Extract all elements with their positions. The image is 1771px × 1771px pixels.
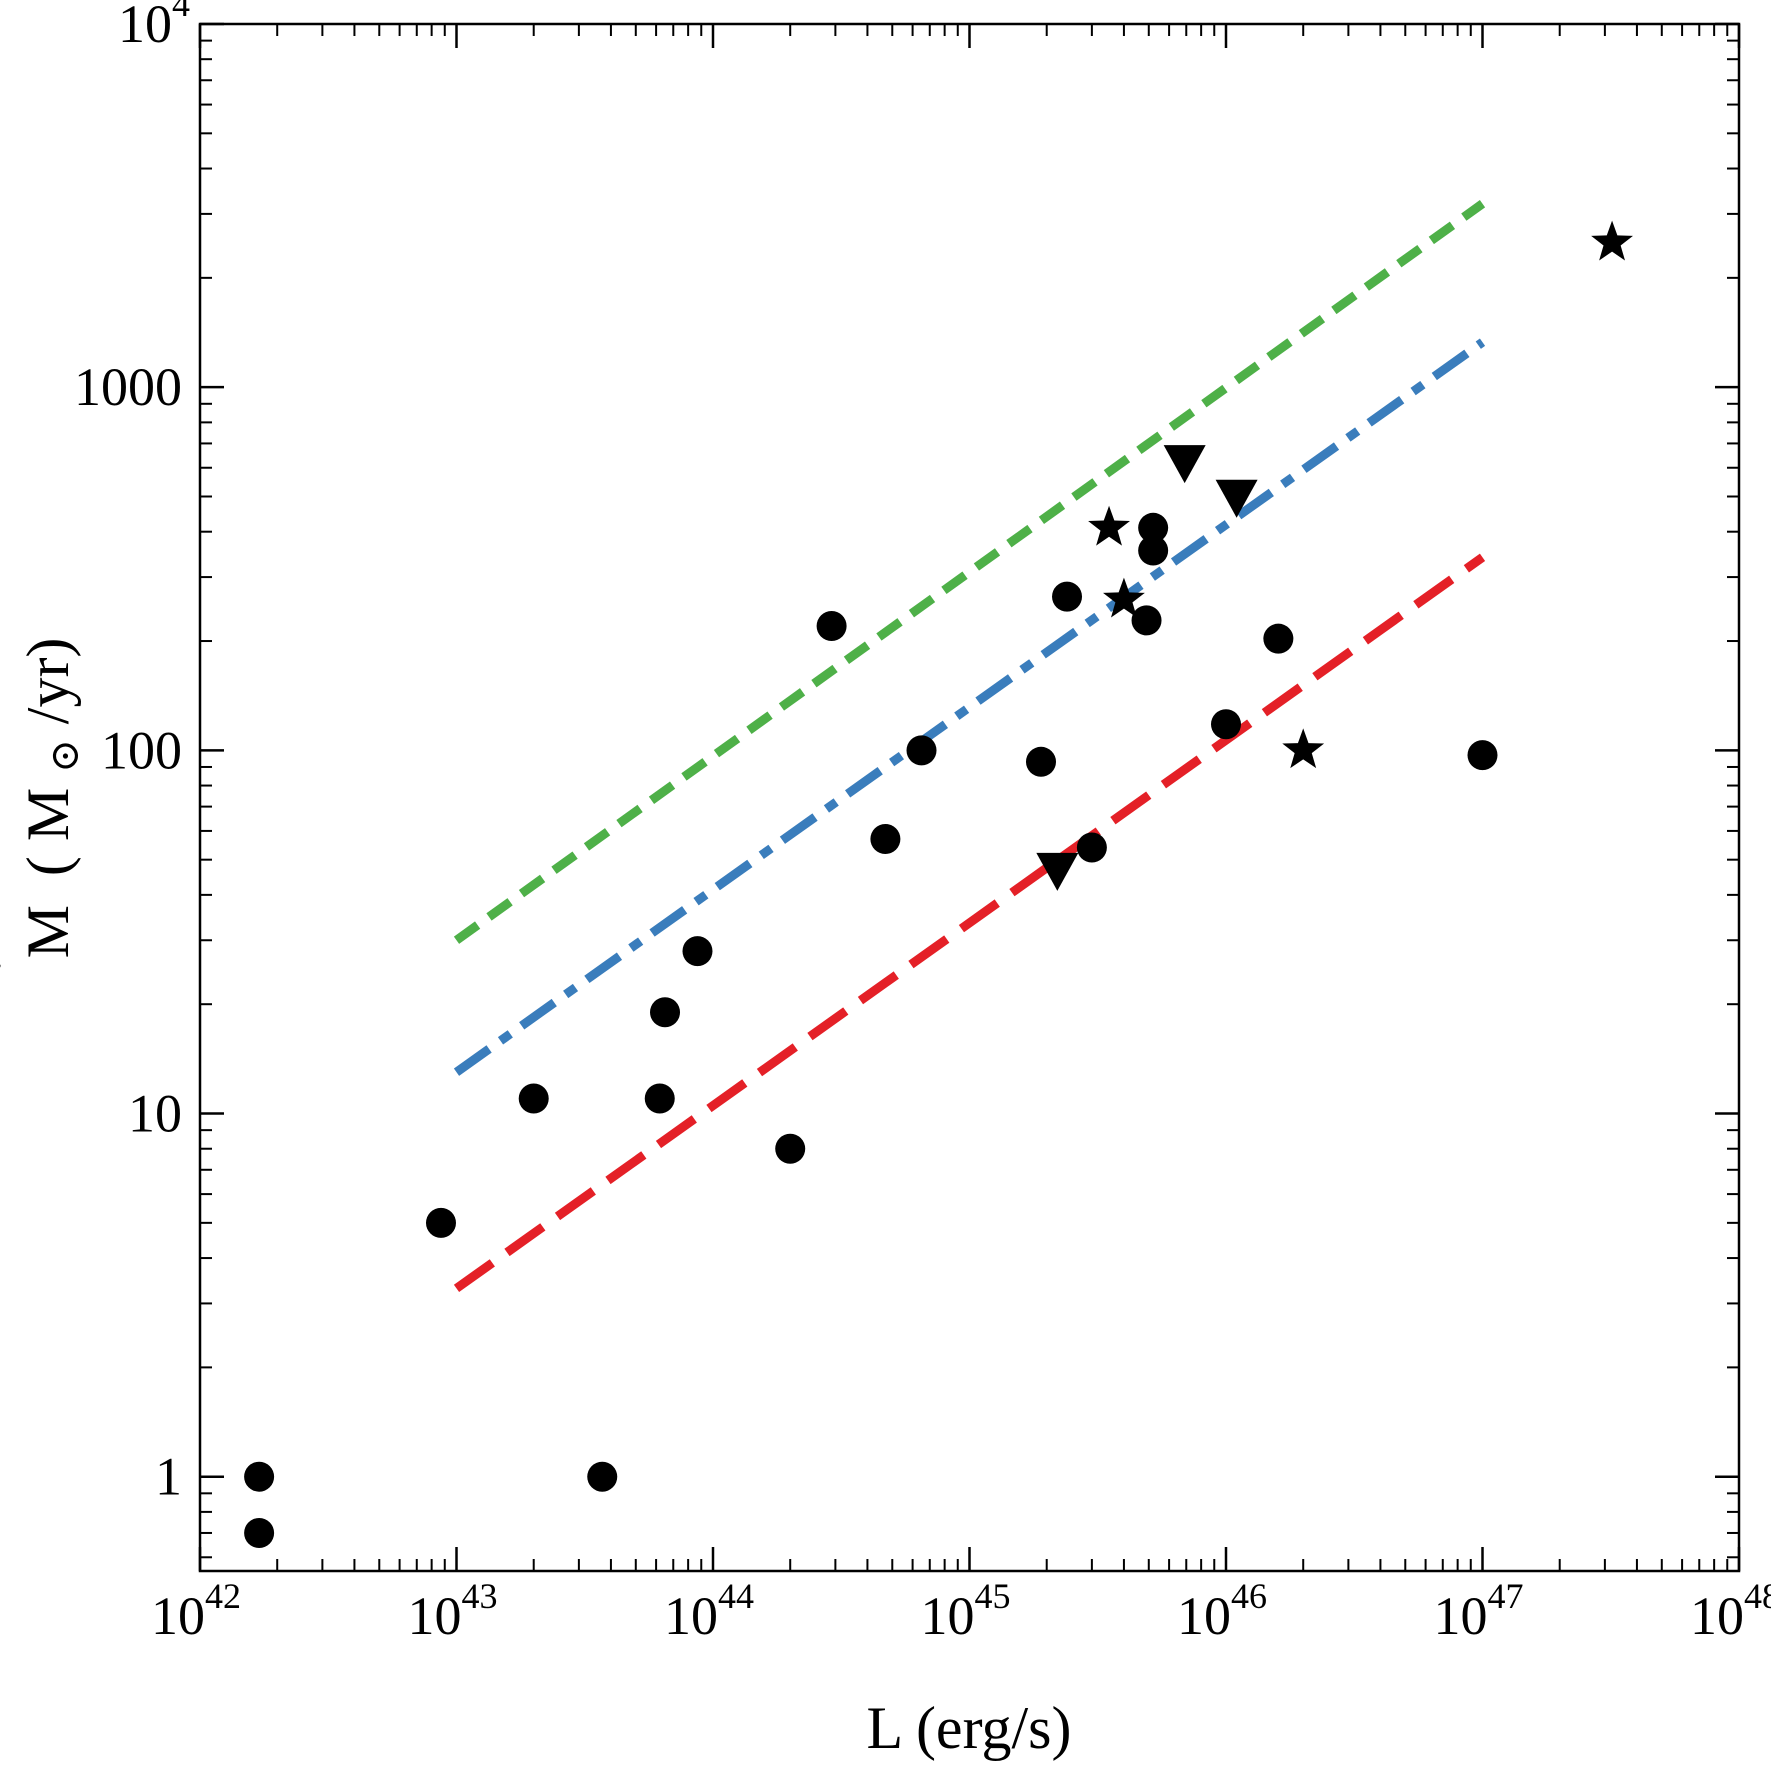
blue-dash-dot-line (453, 338, 1486, 1076)
y-tick-label: 104 (118, 0, 190, 54)
y-tick-label-exponent: 4 (172, 0, 190, 24)
data-point-circle (244, 1517, 275, 1548)
data-point-circle (518, 1083, 549, 1114)
y-axis-title-symbol: M (15, 905, 81, 958)
data-point-circle (1467, 740, 1498, 771)
data-point-triangle (1215, 479, 1258, 518)
data-point-circle (587, 1461, 618, 1492)
x-tick-label: 1045 (921, 1576, 1011, 1646)
y-axis-title-paren: ( (15, 856, 81, 876)
y-tick-label: 10 (128, 1084, 182, 1144)
data-point-circle (906, 735, 937, 766)
x-tick-label-base: 10 (1690, 1586, 1744, 1646)
data-point-star (1103, 577, 1145, 618)
x-tick-label-exponent: 43 (462, 1576, 498, 1616)
x-tick-label-base: 10 (1177, 1586, 1231, 1646)
data-point-circle (1052, 581, 1083, 612)
x-tick-label-exponent: 42 (205, 1576, 241, 1616)
y-tick-label: 100 (101, 720, 182, 780)
data-point-circle (650, 997, 681, 1028)
y-axis-title: M ( M ⊙ /yr) ˙ (0, 638, 91, 976)
data-point-triangle (1036, 852, 1079, 891)
x-tick-label-exponent: 44 (718, 1576, 754, 1616)
data-point-star (1282, 728, 1325, 769)
red-long-dashed-line (453, 553, 1486, 1293)
green-dashed-line (453, 200, 1486, 944)
data-point-triangle (1163, 445, 1206, 484)
x-tick-label-base: 10 (664, 1586, 718, 1646)
plot-frame (198, 22, 1741, 1573)
x-tick-label-exponent: 46 (1231, 1576, 1267, 1616)
x-tick-label-base: 10 (921, 1586, 975, 1646)
data-point-circle (775, 1133, 806, 1164)
x-tick-label-exponent: 45 (975, 1576, 1011, 1616)
y-axis-title-sun-symbol: ⊙ (42, 739, 87, 773)
x-tick-label: 1048 (1690, 1576, 1771, 1646)
svg-text:M ( M ⊙: M ( M ⊙ /yr) (15, 638, 91, 959)
fit-lines (453, 200, 1486, 1293)
data-point-circle (1263, 623, 1294, 654)
y-axis-title-unit-rest: /yr) (15, 638, 81, 725)
y-axis-title-dot: ˙ (0, 956, 47, 976)
x-tick-label: 1042 (151, 1576, 241, 1646)
minor-ticks (200, 24, 1739, 1571)
data-point-circle (1026, 746, 1057, 777)
tick-labels: 1042 1043 1044 1045 1046 1047 1048110100100010… (74, 0, 1771, 1646)
data-markers (244, 220, 1633, 1548)
y-axis-title-unit: M (15, 788, 81, 841)
data-point-star (1591, 220, 1633, 261)
x-tick-label: 1044 (664, 1576, 754, 1646)
x-tick-label-base: 10 (408, 1586, 462, 1646)
major-ticks (198, 22, 1741, 1571)
data-point-circle (1076, 832, 1107, 863)
data-point-circle (425, 1207, 456, 1238)
x-tick-label: 1047 (1434, 1576, 1524, 1646)
data-point-circle (1138, 512, 1169, 543)
y-tick-label: 1 (155, 1447, 182, 1507)
y-tick-label: 1000 (74, 357, 182, 417)
data-point-circle (244, 1461, 275, 1492)
x-axis-title: L (erg/s) (867, 1695, 1072, 1761)
data-point-star (1088, 505, 1130, 546)
data-point-circle (816, 610, 847, 641)
x-tick-label-base: 10 (1434, 1586, 1488, 1646)
data-point-circle (682, 936, 713, 967)
x-tick-label: 1043 (408, 1576, 498, 1646)
data-point-circle (870, 824, 901, 855)
x-tick-label-exponent: 48 (1744, 1576, 1771, 1616)
data-point-circle (1131, 605, 1162, 636)
data-point-circle (1211, 709, 1241, 740)
x-tick-label-base: 10 (151, 1586, 205, 1646)
data-point-circle (644, 1083, 675, 1114)
x-tick-label: 1046 (1177, 1576, 1267, 1646)
data-point-circle (1138, 535, 1169, 566)
y-tick-label-base: 10 (118, 0, 172, 54)
x-tick-label-exponent: 47 (1488, 1576, 1524, 1616)
